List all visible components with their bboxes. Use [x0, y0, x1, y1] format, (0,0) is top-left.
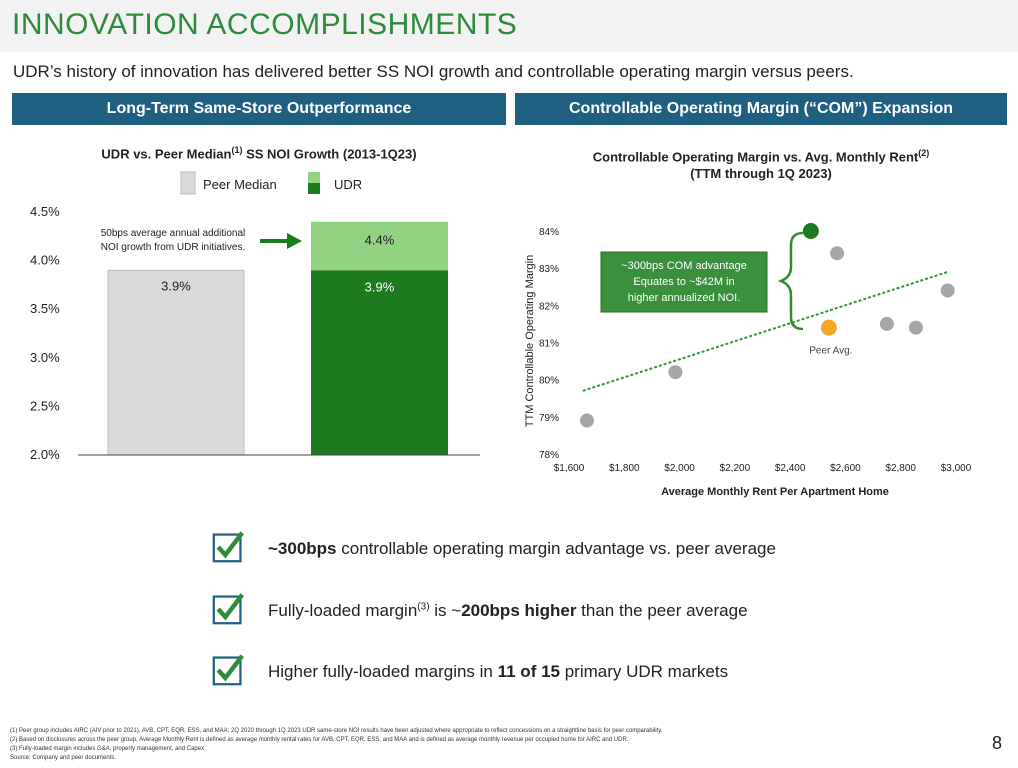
- bar-udr-increment: [311, 221, 448, 271]
- scatter-chart-title-line1: Controllable Operating Margin vs. Avg. M…: [592, 149, 919, 165]
- scatter-x-tick-label: $2,400: [775, 463, 806, 474]
- footnotes: (1) Peer group includes AIRC (AIV prior …: [10, 727, 662, 763]
- highlight-text-3: Higher fully-loaded margins in 11 of 15 …: [268, 662, 728, 682]
- scatter-chart: 84% 83% 82% 81% 80% 79% 78% $1,600 $1,800 $2,000 $…: [524, 223, 972, 498]
- scatter-x-tick-label: $1,800: [609, 463, 640, 474]
- scatter-y-tick-label: 80%: [539, 376, 559, 387]
- highlight-3-bold: 11 of 15: [497, 662, 560, 681]
- peer-avg-label: Peer Avg.: [809, 346, 852, 357]
- scatter-point-peer: [908, 320, 923, 335]
- callout-box: [600, 251, 768, 313]
- bar-udr-base-label: 3.9%: [365, 279, 395, 294]
- scatter-chart-title: Controllable Operating Margin vs. Avg. M…: [515, 145, 1007, 182]
- highlight-text-2: Fully-loaded margin(3) is ~200bps higher…: [268, 601, 748, 621]
- bar-chart-title-main: UDR vs. Peer Median: [101, 146, 232, 162]
- section-header-right: Controllable Operating Margin (“COM”) Ex…: [515, 93, 1007, 125]
- scatter-y-tick-label: 81%: [539, 339, 559, 350]
- highlight-2-sup: (3): [417, 601, 430, 613]
- checkbox-icon: [212, 593, 244, 625]
- bar-y-tick-label: 3.0%: [30, 350, 60, 365]
- title-bar: [0, 0, 1018, 52]
- bar-chart: Peer Median UDR 4.5% 4.0% 3.5% 3.0% 2.5% 2.0%…: [30, 171, 480, 462]
- highlight-3-pre: Higher fully-loaded margins in: [268, 662, 498, 681]
- footnote-1: (1) Peer group includes AIRC (AIV prior …: [10, 728, 663, 734]
- scatter-x-axis-label: Average Monthly Rent Per Apartment Home: [661, 486, 889, 498]
- section-header-left: Long-Term Same-Store Outperformance: [12, 93, 506, 125]
- scatter-point-udr: [802, 223, 819, 239]
- highlight-2-bold: 200bps higher: [461, 601, 577, 620]
- scatter-point-peer: [668, 365, 683, 380]
- bar-y-tick-label: 4.5%: [30, 204, 60, 219]
- scatter-chart-title-sup: (2): [918, 148, 930, 158]
- annotation-arrow-head: [287, 233, 302, 249]
- scatter-x-tick-label: $2,800: [885, 463, 916, 474]
- bar-peer-median: [107, 269, 245, 456]
- bar-chart-title-rest: SS NOI Growth (2013-1Q23): [242, 146, 417, 162]
- highlight-1-bold: ~300bps: [268, 539, 337, 558]
- bar-y-tick-label: 2.0%: [30, 447, 60, 462]
- highlight-2-rest: than the peer average: [576, 601, 748, 620]
- scatter-point-peer: [940, 283, 955, 298]
- scatter-x-tick-label: $2,000: [664, 463, 695, 474]
- callout-line3: higher annualized NOI.: [628, 292, 741, 304]
- scatter-x-tick-label: $2,200: [720, 463, 751, 474]
- scatter-x-tick-label: $2,600: [830, 463, 861, 474]
- scatter-point-peer-avg: [820, 319, 837, 336]
- checkbox-icon: [212, 654, 244, 686]
- scatter-y-tick-label: 78%: [539, 450, 559, 461]
- highlight-text-1: ~300bps controllable operating margin ad…: [268, 539, 776, 559]
- scatter-y-tick-label: 84%: [539, 227, 559, 238]
- callout-line1: ~300bps COM advantage: [621, 260, 747, 272]
- footnote-source: Source: Company and peer documents.: [10, 755, 117, 761]
- highlight-2-mid: is ~: [429, 601, 462, 620]
- highlight-2-pre: Fully-loaded margin: [268, 601, 418, 620]
- scatter-y-tick-label: 79%: [539, 413, 559, 424]
- bar-annotation-line2: NOI growth from UDR initiatives.: [101, 242, 245, 253]
- bar-y-tick-label: 3.5%: [30, 301, 60, 316]
- scatter-point-peer: [579, 413, 594, 428]
- bar-chart-title: UDR vs. Peer Median(1) SS NOI Growth (20…: [12, 145, 506, 161]
- footnote-2: (2) Based on disclosures across the peer…: [10, 737, 629, 743]
- scatter-point-peer: [879, 316, 894, 331]
- scatter-point-peer: [830, 246, 845, 261]
- scatter-chart-title-line2: (TTM through 1Q 2023): [690, 166, 832, 182]
- bar-peer-median-label: 3.9%: [161, 278, 191, 293]
- bar-annotation-line1: 50bps average annual additional: [101, 228, 246, 239]
- scatter-y-tick-label: 82%: [539, 301, 559, 312]
- highlight-1-rest: controllable operating margin advantage …: [336, 539, 776, 558]
- footnote-3: (3) Fully-loaded margin includes G&A, pr…: [10, 746, 205, 752]
- page-subtitle: UDR’s history of innovation has delivere…: [13, 62, 854, 81]
- scatter-y-tick-label: 83%: [539, 264, 559, 275]
- scatter-x-tick-label: $3,000: [941, 463, 972, 474]
- bar-y-tick-label: 2.5%: [30, 398, 60, 413]
- bar-udr-total-label: 4.4%: [365, 233, 395, 248]
- page-title: INNOVATION ACCOMPLISHMENTS: [12, 8, 518, 41]
- legend-swatch-peer: [180, 171, 196, 195]
- scatter-x-tick-label: $1,600: [554, 463, 585, 474]
- page-number: 8: [991, 733, 1002, 753]
- legend-swatch-udr-base: [308, 183, 320, 194]
- scatter-y-axis-label: TTM Controllable Operating Margin: [524, 255, 536, 427]
- legend-label-peer: Peer Median: [203, 177, 277, 192]
- bar-y-tick-label: 4.0%: [30, 253, 60, 268]
- callout-line2: Equates to ~$42M in: [633, 276, 734, 288]
- legend-swatch-udr-top: [308, 172, 320, 183]
- bar-udr-base: [311, 270, 448, 455]
- trendline: [582, 270, 949, 392]
- legend-label-udr: UDR: [334, 177, 362, 192]
- callout-brace: [777, 231, 804, 331]
- checkbox-icon: [212, 531, 244, 563]
- bar-chart-title-sup: (1): [231, 145, 243, 155]
- highlight-3-rest: primary UDR markets: [559, 662, 729, 681]
